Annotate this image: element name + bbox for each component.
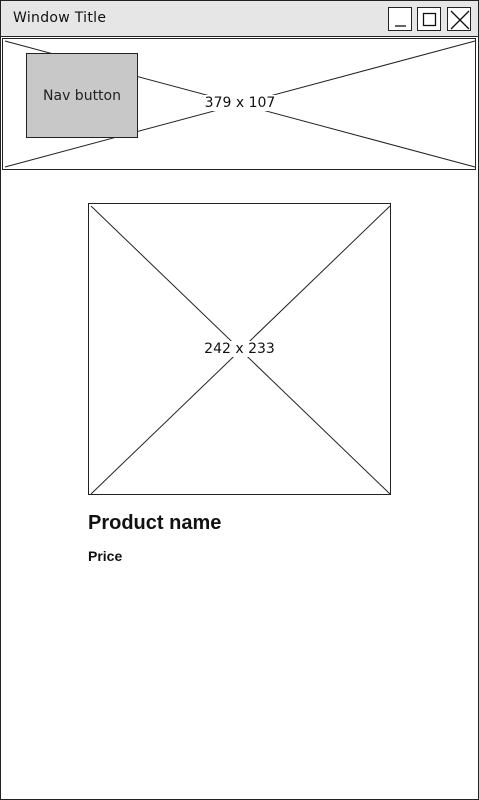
maximize-button[interactable]	[417, 7, 441, 31]
product-image-placeholder-text: 242 x 233	[202, 341, 277, 357]
window-title: Window Title	[13, 10, 107, 26]
minimize-button[interactable]	[388, 7, 412, 31]
minimize-icon	[395, 25, 406, 27]
product-name: Product name	[88, 512, 222, 534]
close-button[interactable]	[447, 7, 471, 31]
close-icon	[450, 10, 470, 30]
product-image-placeholder-label: 242 x 233	[89, 341, 390, 357]
nav-button[interactable]: Nav button	[26, 53, 138, 138]
product-image-placeholder: 242 x 233	[88, 203, 391, 495]
banner-placeholder-label: 379 x 107	[3, 95, 477, 111]
nav-button-label: Nav button	[43, 88, 121, 104]
banner-placeholder-text: 379 x 107	[202, 95, 278, 111]
title-bar: Window Title	[1, 1, 478, 37]
maximize-icon	[422, 12, 437, 27]
product-price: Price	[88, 548, 123, 564]
